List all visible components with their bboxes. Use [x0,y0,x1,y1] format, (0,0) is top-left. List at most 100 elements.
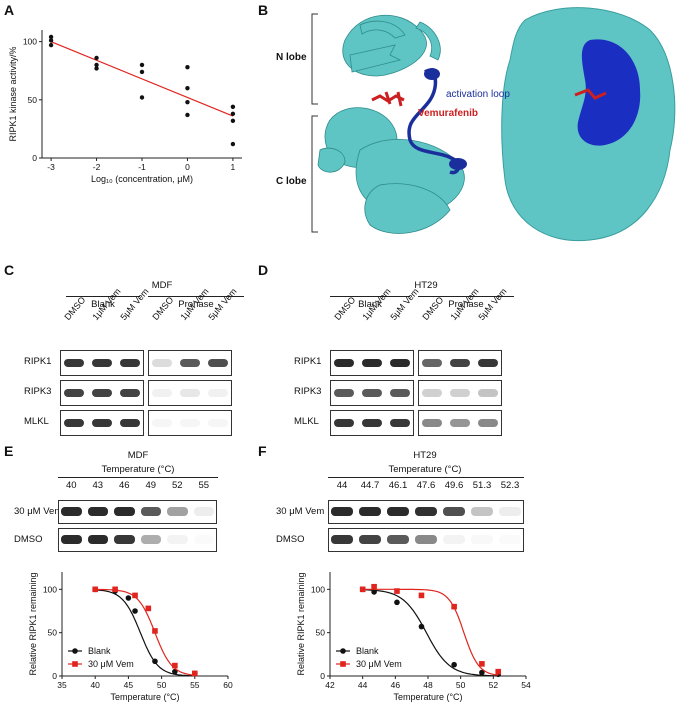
d-band [478,359,498,367]
e-band [194,535,215,544]
f-band [387,507,409,516]
d-group-blank: Blank [358,299,382,310]
e-blot-box [58,500,217,524]
e-band [167,535,188,544]
f-band [443,535,465,544]
e-temp-tick: 43 [92,480,104,491]
f-band [443,507,465,516]
c-blank-line [66,296,140,297]
panel-letter-c: C [4,262,15,278]
e-temp-line [58,477,218,478]
c-band [64,359,84,367]
ribbon-cartoon [317,14,465,234]
e-temp-tick: 52 [171,480,183,491]
c-band [208,419,228,427]
activation-loop-end [449,158,467,170]
c-band [180,389,200,397]
d-band [362,359,382,367]
d-band [450,419,470,427]
e-band [140,535,161,544]
f-band [499,535,521,544]
c-blot-box [148,380,232,406]
d-band [390,359,410,367]
c-band [120,419,140,427]
n-lobe-bracket [311,13,318,105]
d-band [450,359,470,367]
f-band [331,535,353,544]
f-band [415,535,437,544]
d-band [362,389,382,397]
d-band [390,419,410,427]
c-band [152,359,172,367]
c-band [208,359,228,367]
f-band [471,535,493,544]
d-row-label: RIPK1 [294,356,322,367]
surface-drug [574,88,607,100]
panel-letter-d: D [258,262,269,278]
e-band [114,507,135,516]
f-band [359,535,381,544]
c-band [152,389,172,397]
panel-letter-e: E [4,443,14,459]
d-row-label: MLKL [294,416,319,427]
d-band [478,419,498,427]
panel-letter-a: A [4,2,15,18]
f-temp-tick: 44 [336,480,348,491]
panel-letter-f: F [258,443,267,459]
panel-letter-b: B [258,2,269,18]
e-temp-tick: 49 [145,480,157,491]
surface-representation [501,7,676,242]
c-lobe-bracket [311,115,318,233]
f-temp-tick: 47.6 [416,480,436,491]
f-band [331,507,353,516]
f-band [359,507,381,516]
e-band [61,535,82,544]
e-blot-row-label: DMSO [14,534,43,545]
f-band [387,535,409,544]
d-blot-box [418,380,502,406]
f-temp-tick: 51.3 [472,480,492,491]
vemurafenib-label: Vemurafenib [418,108,479,119]
e-band [193,507,214,516]
c-band [152,419,172,427]
c-band [120,389,140,397]
e-temp-label: Temperature (°C) [101,464,175,475]
c-band [120,359,140,367]
d-band [422,359,442,367]
c-band [180,359,200,367]
c-band [208,389,228,397]
f-band [415,507,437,516]
d-band [390,389,410,397]
d-band [422,389,442,397]
d-band [334,389,354,397]
c-group-blank: Blank [91,299,115,310]
f-band [471,507,493,516]
f-blot-row-label: 30 μM Vem [276,506,325,517]
c-row-label: RIPK1 [24,356,52,367]
e-temp-tick: 55 [198,480,210,491]
e-band [140,507,161,516]
d-group-pronase: Pronase [448,299,484,310]
d-band [478,389,498,397]
f-cell-line: HT29 [413,450,437,461]
e-cell-line: MDF [127,450,149,461]
c-band [92,359,112,367]
activation-loop-helix [424,68,440,80]
f-blot-row-label: DMSO [276,534,305,545]
e-temp-tick: 46 [118,480,130,491]
c-cell-line: MDF [151,280,173,291]
activation-loop-label: activation loop [446,89,510,100]
f-temp-tick: 44.7 [360,480,380,491]
c-band [180,419,200,427]
f-temp-line [328,477,524,478]
e-band [87,507,108,516]
e-band [167,507,188,516]
c-band [92,419,112,427]
e-temp-tick: 40 [65,480,77,491]
e-blot-box [58,528,217,552]
d-blank-line [330,296,410,297]
f-temp-label: Temperature (°C) [388,464,462,475]
c-band [92,389,112,397]
vemurafenib-sticks [371,91,405,107]
